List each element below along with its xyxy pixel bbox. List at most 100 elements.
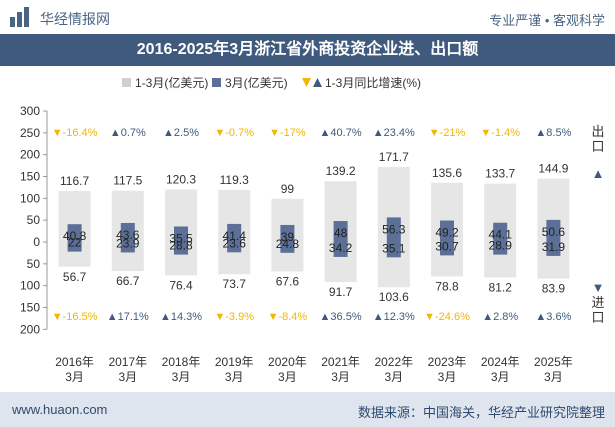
export-cumulative-label: 116.7: [60, 174, 89, 188]
x-tick-label: 2020年 3月: [268, 355, 307, 384]
legend-label: 1-3月(亿美元): [135, 75, 208, 90]
import-arrow-icon: ▼: [592, 280, 605, 295]
import-month-bar: [493, 242, 508, 255]
import-month-bar: [280, 242, 295, 253]
export-growth-label: ▲8.5%: [535, 127, 571, 139]
import-month-bar: [386, 242, 401, 258]
import-month-bar: [174, 242, 188, 255]
y-tick-label: 300: [20, 104, 40, 118]
import-cumulative-label: 83.9: [542, 282, 566, 296]
import-month-bar: [120, 242, 135, 253]
legend-label: 3月(亿美元): [225, 75, 288, 90]
y-tick-label: 0: [33, 235, 40, 249]
import-cumulative-label: 66.7: [116, 274, 140, 288]
export-cumulative-label: 144.9: [538, 162, 568, 176]
huajing-logo-icon: [10, 7, 29, 27]
export-arrow-icon: ▲: [592, 166, 605, 181]
export-month-bar: [386, 217, 401, 242]
y-axis: 300 250 200 150 100 50 0 50 100 150 200: [20, 104, 48, 336]
export-month-label: 40.8: [63, 229, 87, 243]
x-tick-label: 2025年 3月: [534, 355, 573, 384]
legend-label: 1-3月同比增速(%): [325, 76, 421, 90]
export-cumulative-label: 119.3: [220, 173, 249, 187]
import-growth-label: ▲12.3%: [373, 311, 415, 323]
export-cumulative-label: 139.2: [326, 164, 356, 178]
import-cumulative-label: 56.7: [63, 270, 87, 284]
export-month-label: 41.4: [223, 229, 247, 243]
import-month-label: 34.2: [329, 241, 353, 255]
import-cumulative-label: 76.4: [169, 278, 193, 292]
chart-area: 1-3月(亿美元) 3月(亿美元) 1-3月同比增速(%) 300 250 200 150…: [0, 66, 615, 392]
x-axis: 2016年 3月 2017年 3月 2018年 3月 2019年 3月 2020年 3月 2021年…: [55, 355, 573, 384]
export-month-bar: [333, 221, 348, 242]
export-growth-label: ▲2.5%: [163, 127, 199, 139]
export-month-label: 35.5: [169, 231, 193, 245]
import-month-bar: [333, 242, 348, 257]
export-month-label: 49.2: [435, 226, 459, 240]
export-growth-label: ▼-16.4%: [52, 127, 98, 139]
export-month-label: 39: [281, 230, 295, 244]
export-month-bar: [546, 219, 561, 242]
import-growth-label: ▼-24.6%: [424, 311, 470, 323]
import-month-label: 30.7: [435, 239, 459, 253]
import-month-label: 31.9: [542, 240, 566, 254]
export-month-bar: [440, 220, 454, 242]
x-tick-label: 2023年 3月: [428, 355, 467, 384]
export-side-label: 出口: [591, 124, 604, 154]
export-cumulative-label: 117.5: [113, 174, 142, 188]
import-growth-label: ▲3.6%: [535, 311, 571, 323]
import-month-label: 28.8: [169, 239, 193, 253]
y-tick-label: 100: [20, 279, 40, 293]
export-growth-label: ▼-0.7%: [214, 127, 254, 139]
footer-source: 数据来源：中国海关，华经产业研究院整理: [357, 405, 605, 420]
export-growth-label: ▲0.7%: [110, 127, 146, 139]
export-growth-label: ▼-17%: [269, 127, 306, 139]
bar-chart: 1-3月(亿美元) 3月(亿美元) 1-3月同比增速(%) 300 250 200 150…: [20, 75, 605, 384]
import-month-label: 23.6: [223, 236, 247, 250]
x-tick-label: 2019年 3月: [215, 355, 254, 384]
import-cumulative-label: 91.7: [329, 285, 353, 299]
brand-name: 华经情报网: [40, 11, 110, 27]
side-labels: 出口 ▲ ▼进口: [591, 124, 604, 325]
export-month-label: 44.1: [489, 228, 513, 242]
x-tick-label: 2016年 3月: [55, 355, 94, 384]
export-month-bar: [120, 222, 135, 242]
import-month-bar: [440, 242, 454, 256]
x-tick-label: 2024年 3月: [481, 355, 520, 384]
export-month-bar: [174, 226, 188, 242]
export-month-label: 56.3: [382, 222, 406, 236]
import-month-label: 28.9: [489, 239, 513, 253]
import-month-bar: [227, 242, 242, 253]
import-month-label: 22: [68, 236, 82, 250]
x-tick-label: 2017年 3月: [108, 355, 147, 384]
y-tick-label: 50: [27, 213, 41, 227]
y-tick-label: 150: [20, 170, 40, 184]
export-growth-label: ▲40.7%: [320, 127, 362, 139]
bars: [58, 167, 570, 288]
export-growth-label: ▼-21%: [429, 127, 466, 139]
import-side-label: 进口: [591, 295, 604, 325]
export-cumulative-label: 171.7: [379, 150, 409, 164]
import-growth-label: ▲17.1%: [107, 311, 149, 323]
legend-swatch: [302, 78, 311, 87]
y-tick-label: 200: [20, 322, 40, 336]
export-month-bar: [227, 223, 242, 242]
import-growth-label: ▲36.5%: [320, 311, 362, 323]
import-growth-label: ▲14.3%: [160, 311, 202, 323]
import-month-label: 24.8: [276, 237, 300, 251]
import-growth-label: ▼-3.9%: [214, 311, 254, 323]
y-tick-label: 50: [27, 257, 41, 271]
export-month-label: 43.6: [116, 228, 140, 242]
x-tick-label: 2018年 3月: [162, 355, 201, 384]
legend-swatch: [212, 78, 221, 87]
export-month-bar: [493, 222, 508, 242]
export-cumulative-label: 135.6: [432, 166, 462, 180]
footer-url[interactable]: www.huaon.com: [12, 402, 108, 417]
import-month-bar: [67, 242, 82, 252]
y-tick-label: 250: [20, 126, 40, 140]
title-bar: 2016-2025年3月浙江省外商投资企业进、出口额: [0, 34, 615, 66]
data-labels: 116.7 56.7 40.822 ▼-16.4% ▼-16.5% 117.5 66.7 43…: [52, 127, 572, 323]
export-month-bar: [280, 224, 295, 242]
import-cumulative-label: 78.8: [435, 279, 459, 293]
import-growth-label: ▲2.8%: [482, 311, 518, 323]
